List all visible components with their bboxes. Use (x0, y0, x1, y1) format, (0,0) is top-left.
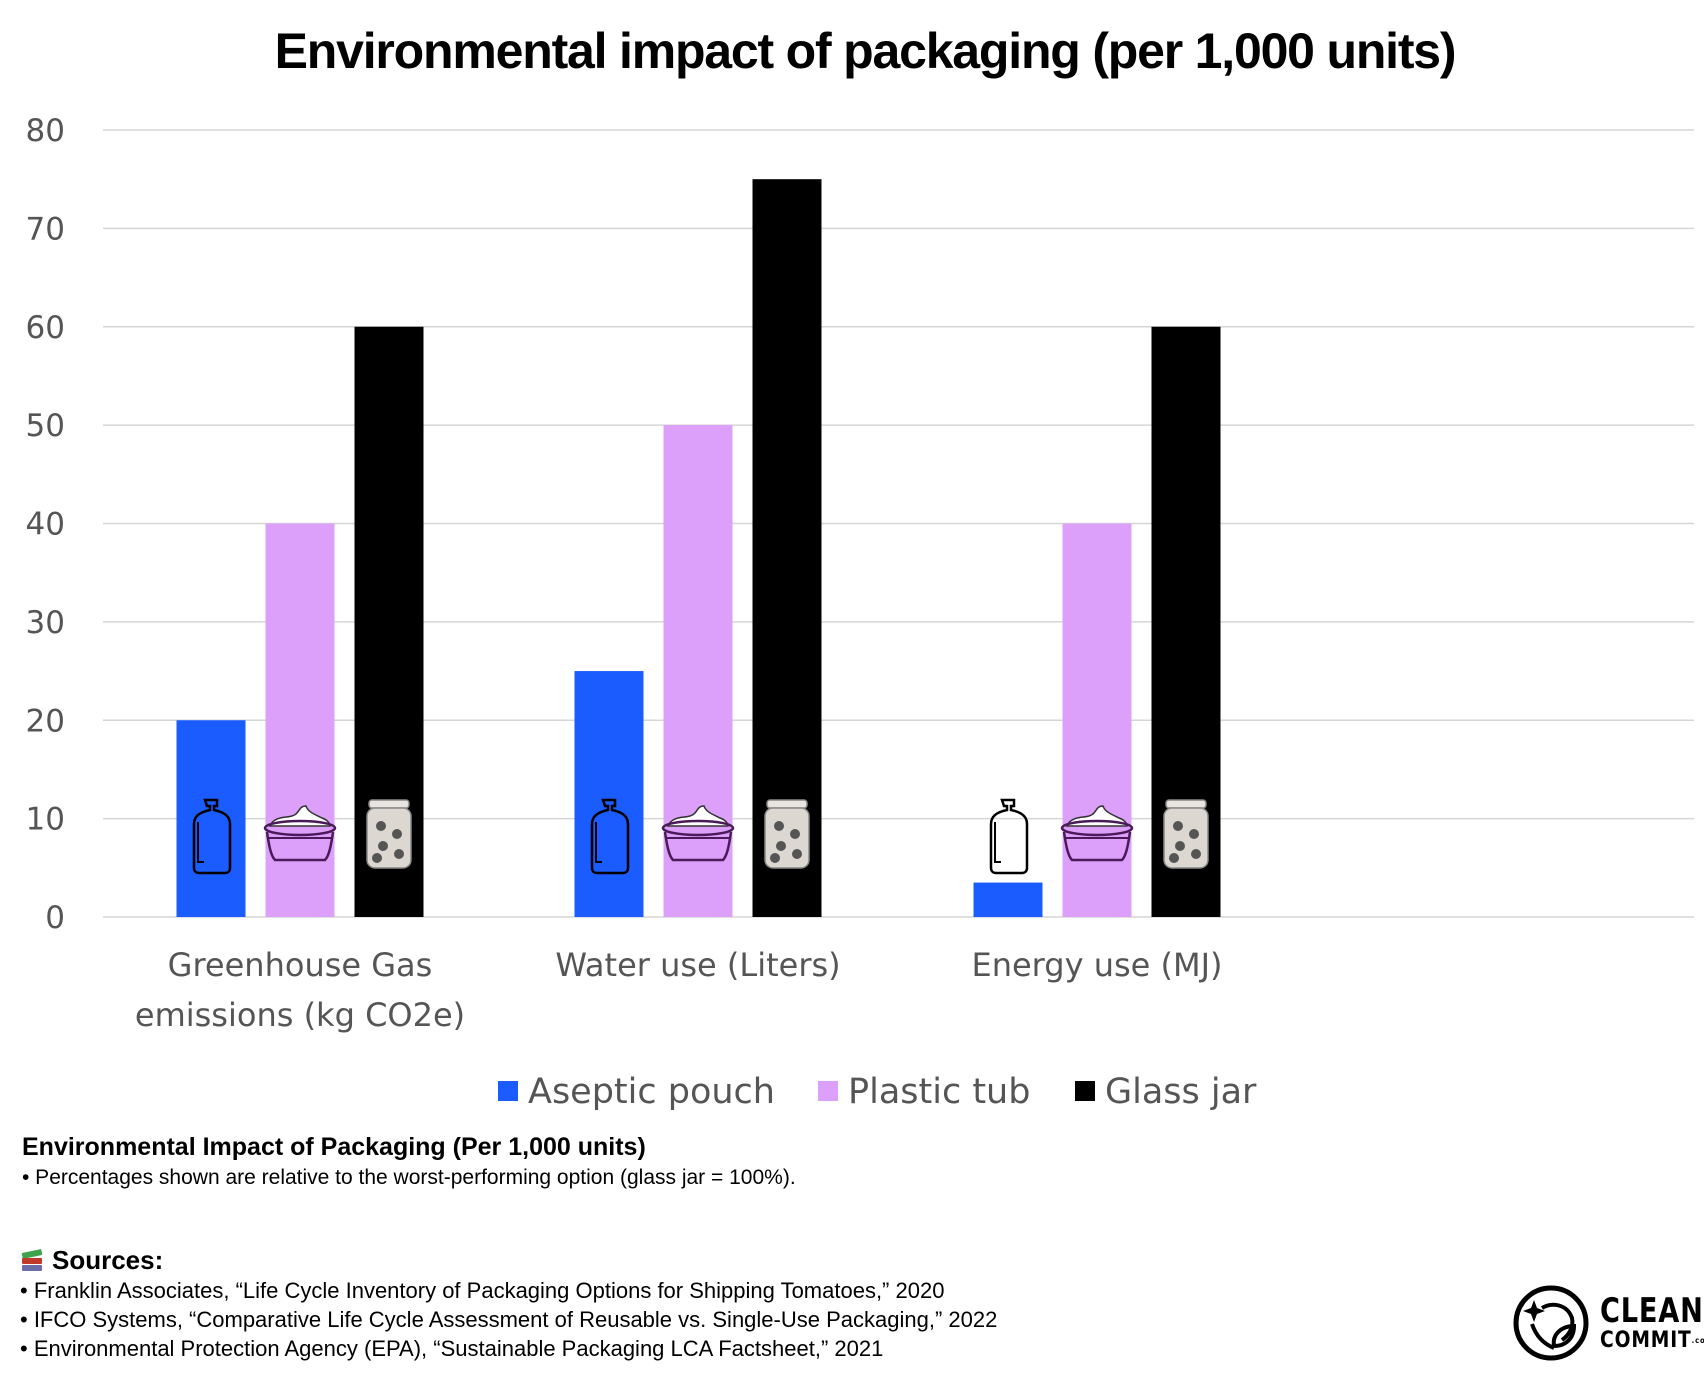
x-tick-label: Water use (Liters) (555, 946, 840, 984)
jar-icon (764, 799, 810, 869)
y-tick-label: 20 (26, 703, 65, 739)
bar-chart: 0 10 20 30 40 50 60 70 80 Greenhouse Gas emission… (26, 113, 1694, 1112)
bars (176, 179, 1221, 917)
chart-title: Environmental impact of packaging (per 1… (274, 23, 1457, 79)
x-tick-label: Greenhouse Gas (168, 946, 433, 984)
x-tick-label: Energy use (MJ) (971, 946, 1222, 984)
legend-swatch (818, 1081, 838, 1101)
legend-label: Plastic tub (848, 1072, 1030, 1112)
y-tick-label: 60 (26, 310, 65, 346)
tub-icon (1060, 805, 1134, 862)
sources-heading-row: Sources: (20, 1245, 997, 1276)
source-item: • Environmental Protection Agency (EPA),… (20, 1336, 884, 1361)
sources-heading: Sources: (52, 1245, 164, 1275)
tub-icon (661, 805, 735, 862)
source-item: • IFCO Systems, “Comparative Life Cycle … (20, 1307, 998, 1332)
jar-icon (1163, 799, 1209, 869)
sources-block: Sources: • Franklin Associates, “Life Cy… (20, 1245, 997, 1363)
legend-swatch (498, 1081, 518, 1101)
pouch-icon (192, 798, 232, 875)
notes-line: • Percentages shown are relative to the … (22, 1166, 796, 1189)
notes-title: Environmental Impact of Packaging (Per 1… (22, 1133, 646, 1161)
x-tick-label: emissions (kg CO2e) (135, 996, 465, 1034)
books-icon (20, 1248, 44, 1272)
y-tick-label: 80 (26, 113, 65, 149)
gridlines (103, 129, 1694, 918)
y-tick-label: 40 (26, 507, 65, 543)
logo-emblem-icon (1513, 1285, 1589, 1361)
notes-block: Environmental Impact of Packaging (Per 1… (22, 1133, 796, 1190)
bar-icons (192, 798, 1209, 875)
bar-plastic-tub (663, 425, 733, 917)
legend: Aseptic pouch Plastic tub Glass jar (498, 1072, 1257, 1112)
y-tick-label: 70 (26, 211, 65, 247)
y-tick-label: 0 (45, 900, 65, 936)
bar-plastic-tub (1062, 523, 1132, 917)
logo-line2-text: COMMIT (1600, 1328, 1692, 1353)
logo-line1: CLEAN (1600, 1291, 1704, 1331)
legend-label: Aseptic pouch (528, 1072, 775, 1112)
tub-icon (263, 805, 337, 862)
legend-label: Glass jar (1105, 1072, 1257, 1112)
bar-aseptic-pouch (574, 671, 644, 917)
logo-suffix: .com (1691, 1336, 1704, 1345)
bar-aseptic-pouch (176, 720, 246, 917)
logo-line2: COMMIT.com (1600, 1330, 1704, 1352)
jar-icon (366, 799, 412, 869)
logo-wordmark: CLEAN COMMIT.com (1600, 1294, 1704, 1352)
y-tick-label: 50 (26, 408, 65, 444)
bar-plastic-tub (265, 523, 335, 917)
x-axis-labels: Greenhouse Gas emissions (kg CO2e) Water u… (135, 946, 1223, 1034)
y-axis-ticks: 0 10 20 30 40 50 60 70 80 (26, 113, 65, 936)
source-item: • Franklin Associates, “Life Cycle Inven… (20, 1278, 945, 1303)
legend-swatch (1075, 1081, 1095, 1101)
clean-commit-logo: CLEAN COMMIT.com (1512, 1284, 1704, 1362)
y-tick-label: 10 (26, 802, 65, 838)
pouch-icon (590, 798, 630, 875)
y-tick-label: 30 (26, 605, 65, 641)
bar-aseptic-pouch (973, 882, 1043, 917)
pouch-icon (989, 798, 1029, 875)
bar-glass-jar (752, 179, 822, 917)
